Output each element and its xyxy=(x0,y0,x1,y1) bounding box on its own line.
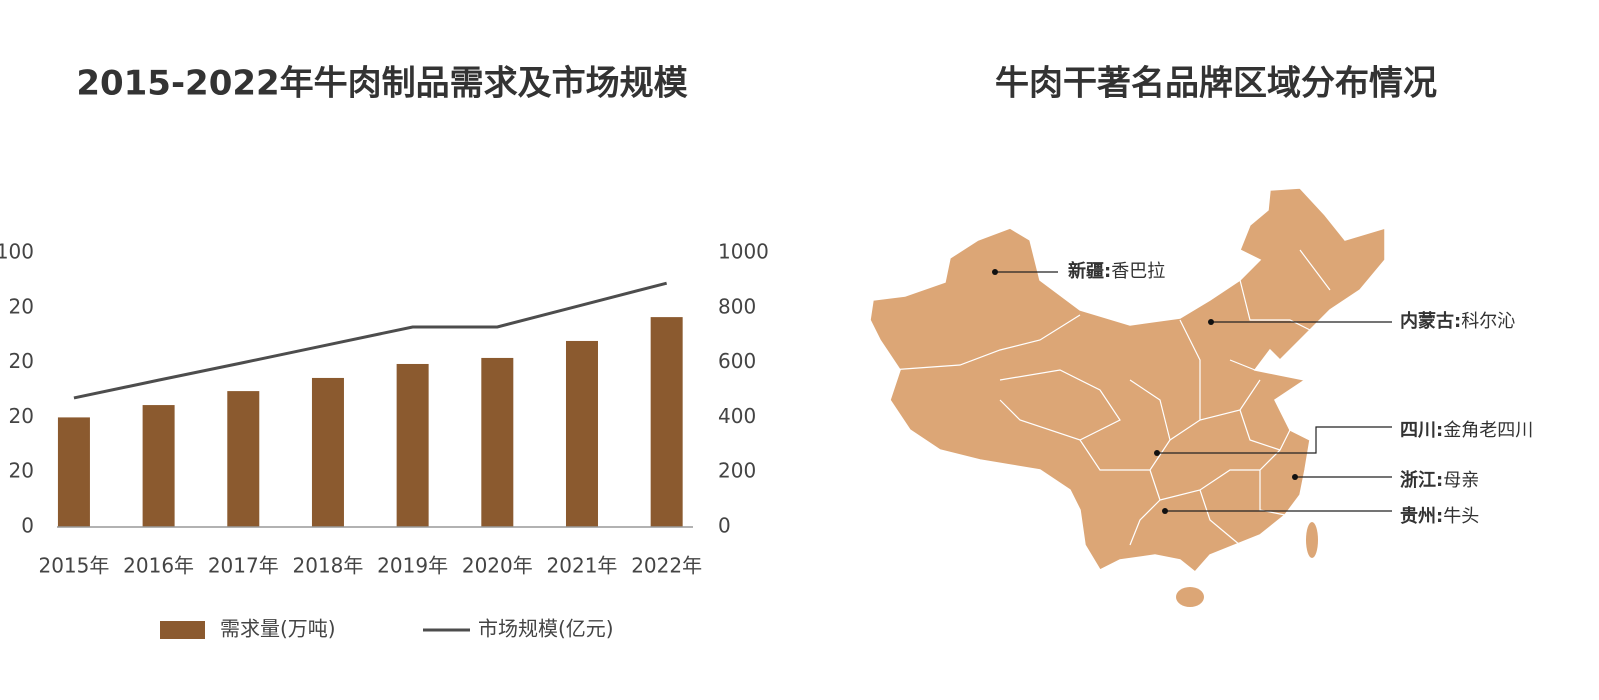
annotation: 浙江:母亲 xyxy=(1400,469,1479,491)
region-name: 浙江: xyxy=(1400,469,1443,491)
annotation: 内蒙古:科尔沁 xyxy=(1400,310,1515,332)
annotation: 四川:金角老四川 xyxy=(1400,420,1533,441)
x-tick-label: 2016年 xyxy=(123,554,194,578)
brand-name: 香巴拉 xyxy=(1111,261,1165,282)
y2-tick-label: 1000 xyxy=(718,240,769,264)
bar xyxy=(311,377,344,527)
x-tick-label: 2021年 xyxy=(547,554,618,578)
legend-swatch xyxy=(160,621,205,639)
x-tick-label: 2018年 xyxy=(293,554,364,578)
brand-name: 金角老四川 xyxy=(1443,420,1533,441)
line xyxy=(73,281,668,400)
leader-line xyxy=(1157,426,1392,454)
map-title: 牛肉干著名品牌区域分布情况 xyxy=(995,64,1437,104)
annotation: 新疆:香巴拉 xyxy=(1068,260,1165,282)
marker-dot xyxy=(1292,474,1298,480)
y2-tick-label: 800 xyxy=(718,294,756,318)
bar xyxy=(57,417,90,527)
x-tick-label: 2019年 xyxy=(377,554,448,578)
bar xyxy=(650,317,683,527)
y-tick-label: 0 xyxy=(21,514,34,538)
y2-tick-label: 400 xyxy=(718,404,756,428)
bar xyxy=(481,357,514,527)
bar xyxy=(142,405,175,527)
region-name: 贵州: xyxy=(1400,506,1443,527)
annotation: 贵州:牛头 xyxy=(1400,506,1479,527)
hainan xyxy=(1176,587,1204,607)
x-tick-label: 2020年 xyxy=(462,554,533,578)
y2-tick-label: 600 xyxy=(718,349,756,373)
chart-title: 2015-2022年牛肉制品需求及市场规模 xyxy=(76,64,687,104)
marker-dot xyxy=(992,269,998,275)
region-name: 新疆: xyxy=(1068,260,1111,282)
x-tick-label: 2022年 xyxy=(631,554,702,578)
bar xyxy=(396,363,429,527)
marker-dot xyxy=(1162,508,1168,514)
y-tick-label: 100 xyxy=(0,240,34,264)
y-tick-label: 20 xyxy=(9,294,34,318)
x-tick-label: 2017年 xyxy=(208,554,279,578)
brand-name: 牛头 xyxy=(1443,506,1479,527)
y-tick-label: 20 xyxy=(9,404,34,428)
y2-tick-label: 200 xyxy=(718,459,756,483)
x-tick-label: 2015年 xyxy=(38,554,109,578)
marker-dot xyxy=(1208,319,1214,325)
brand-name: 科尔沁 xyxy=(1461,311,1515,332)
map-shape xyxy=(869,187,1386,574)
y2-tick-label: 0 xyxy=(718,514,731,538)
brand-name: 母亲 xyxy=(1443,470,1479,491)
y-tick-label: 20 xyxy=(9,459,34,483)
bar xyxy=(565,340,598,527)
marker-dot xyxy=(1154,450,1160,456)
region-name: 内蒙古: xyxy=(1400,310,1461,332)
bar xyxy=(227,391,260,527)
legend-label: 市场规模(亿元) xyxy=(478,617,614,641)
province-borders xyxy=(889,249,1331,546)
region-name: 四川: xyxy=(1400,420,1443,441)
y-tick-label: 20 xyxy=(9,349,34,373)
taiwan xyxy=(1306,522,1318,558)
legend-label: 需求量(万吨) xyxy=(220,617,336,641)
china-map xyxy=(869,187,1386,607)
